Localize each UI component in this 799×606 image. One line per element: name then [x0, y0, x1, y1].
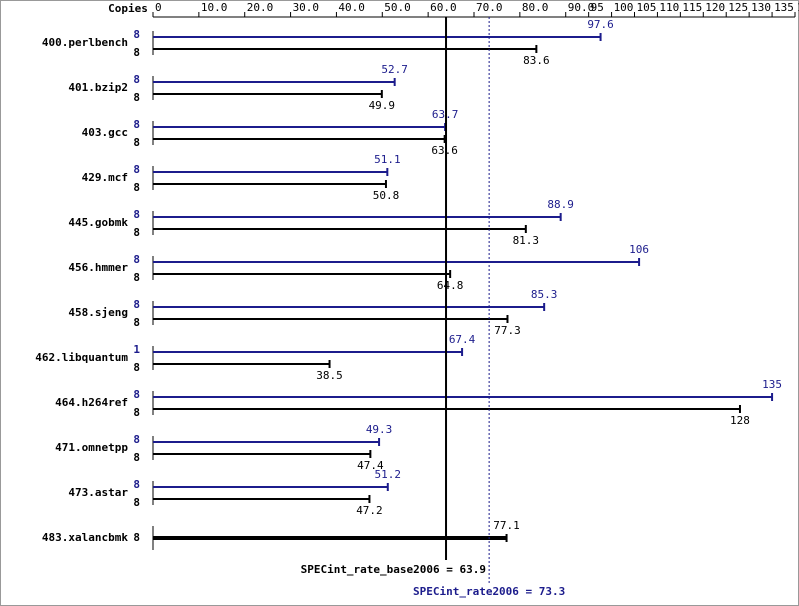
reference-label: SPECint_rate_base2006 = 63.9: [301, 563, 486, 576]
copies-label: 8: [133, 388, 140, 401]
benchmark-label: 458.sjeng: [68, 306, 128, 319]
copies-label: 8: [133, 433, 140, 446]
value-label: 49.9: [369, 99, 396, 112]
value-label: 47.2: [356, 504, 383, 517]
benchmark-label: 464.h264ref: [55, 396, 128, 409]
copies-label: 1: [133, 343, 140, 356]
copies-label: 8: [133, 118, 140, 131]
x-tick-label: 50.0: [384, 1, 411, 14]
copies-label: 8: [133, 316, 140, 329]
x-tick-label: 135: [774, 1, 794, 14]
copies-label: 8: [133, 531, 140, 544]
value-label: 38.5: [316, 369, 343, 382]
copies-label: 8: [133, 73, 140, 86]
x-tick-label: 105: [637, 1, 657, 14]
copies-label: 8: [133, 478, 140, 491]
copies-label: 8: [133, 226, 140, 239]
value-label: 128: [730, 414, 750, 427]
value-label: 97.6: [587, 18, 614, 31]
value-label: 51.2: [375, 468, 402, 481]
copies-label: 8: [133, 181, 140, 194]
benchmark-label: 483.xalancbmk: [42, 531, 128, 544]
value-label: 135: [762, 378, 782, 391]
benchmark-label: 429.mcf: [82, 171, 128, 184]
x-tick-label: 100: [614, 1, 634, 14]
x-tick-label: 10.0: [201, 1, 228, 14]
copies-label: 8: [133, 451, 140, 464]
value-label: 49.3: [366, 423, 393, 436]
copies-label: 8: [133, 91, 140, 104]
x-tick-label: 120: [705, 1, 725, 14]
reference-label: SPECint_rate2006 = 73.3: [413, 585, 565, 598]
benchmark-label: 403.gcc: [82, 126, 128, 139]
copies-label: 8: [133, 163, 140, 176]
value-label: 64.8: [437, 279, 464, 292]
value-label: 67.4: [449, 333, 476, 346]
value-label: 52.7: [381, 63, 408, 76]
benchmark-label: 462.libquantum: [35, 351, 128, 364]
copies-label: 8: [133, 28, 140, 41]
benchmark-label: 445.gobmk: [68, 216, 128, 229]
value-label: 47.4: [357, 459, 384, 472]
copies-label: 8: [133, 208, 140, 221]
x-tick-label: 0: [155, 1, 162, 14]
x-tick-label: 60.0: [430, 1, 457, 14]
value-label: 88.9: [547, 198, 574, 211]
x-tick-label: 70.0: [476, 1, 503, 14]
x-tick-label: 140: [797, 1, 799, 14]
value-label: 77.3: [494, 324, 521, 337]
value-label: 81.3: [513, 234, 540, 247]
value-label: 83.6: [523, 54, 550, 67]
copies-label: 8: [133, 253, 140, 266]
x-tick-label: 30.0: [293, 1, 320, 14]
benchmark-label: 471.omnetpp: [55, 441, 128, 454]
copies-header: Copies: [108, 2, 148, 15]
benchmark-label: 456.hmmer: [68, 261, 128, 274]
benchmark-label: 401.bzip2: [68, 81, 128, 94]
copies-label: 8: [133, 271, 140, 284]
value-label: 63.6: [431, 144, 458, 157]
x-tick-label: 40.0: [338, 1, 365, 14]
benchmark-label: 473.astar: [68, 486, 128, 499]
value-label: 77.1: [493, 519, 520, 532]
copies-label: 8: [133, 136, 140, 149]
x-tick-label: 90.0: [568, 1, 595, 14]
value-label: 50.8: [373, 189, 400, 202]
x-tick-label: 95: [591, 1, 604, 14]
x-tick-label: 110: [659, 1, 679, 14]
copies-label: 8: [133, 406, 140, 419]
x-tick-label: 115: [682, 1, 702, 14]
value-label: 85.3: [531, 288, 558, 301]
copies-label: 8: [133, 46, 140, 59]
copies-label: 8: [133, 361, 140, 374]
x-tick-label: 80.0: [522, 1, 549, 14]
x-tick-label: 130: [751, 1, 771, 14]
copies-label: 8: [133, 298, 140, 311]
benchmark-label: 400.perlbench: [42, 36, 128, 49]
copies-label: 8: [133, 496, 140, 509]
value-label: 106: [629, 243, 649, 256]
value-label: 51.1: [374, 153, 401, 166]
x-tick-label: 20.0: [247, 1, 274, 14]
x-tick-label: 125: [728, 1, 748, 14]
